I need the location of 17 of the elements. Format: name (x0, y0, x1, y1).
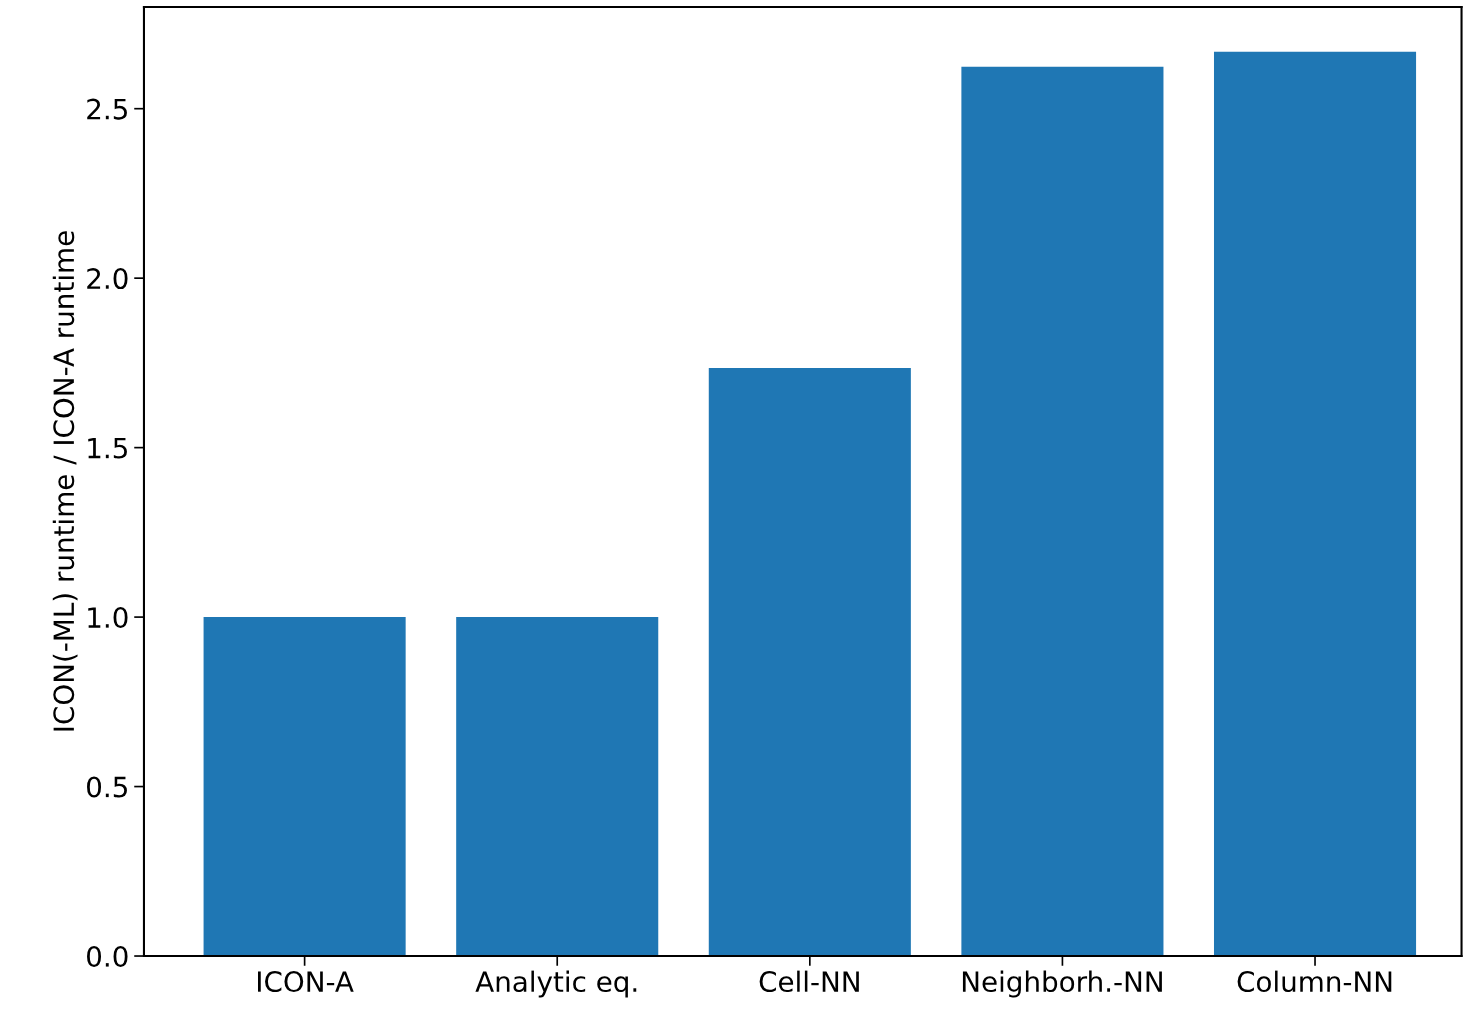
x-tick-label: ICON-A (258, 971, 354, 993)
y-axis-title: ICON(-ML) runtime / ICON-A runtime (52, 231, 78, 731)
bar (203, 617, 406, 957)
y-tick-label: 2.5 (87, 98, 127, 120)
x-tick-label: Analytic eq. (475, 970, 637, 998)
x-tick-label: Neighborh.-NN (962, 970, 1162, 998)
bar (708, 367, 911, 957)
y-tick-label: 1.0 (88, 607, 128, 629)
y-tick-label: 0.0 (87, 945, 128, 967)
bar (961, 66, 1164, 957)
bar (456, 617, 659, 957)
x-tick-label: Cell-NN (759, 970, 859, 993)
x-tick-label: Column-NN (1237, 970, 1392, 993)
y-tick-label: 0.5 (87, 776, 127, 798)
y-tick-label: 2.0 (87, 268, 128, 290)
bar (1213, 51, 1417, 957)
y-tick-label: 1.5 (88, 437, 127, 459)
